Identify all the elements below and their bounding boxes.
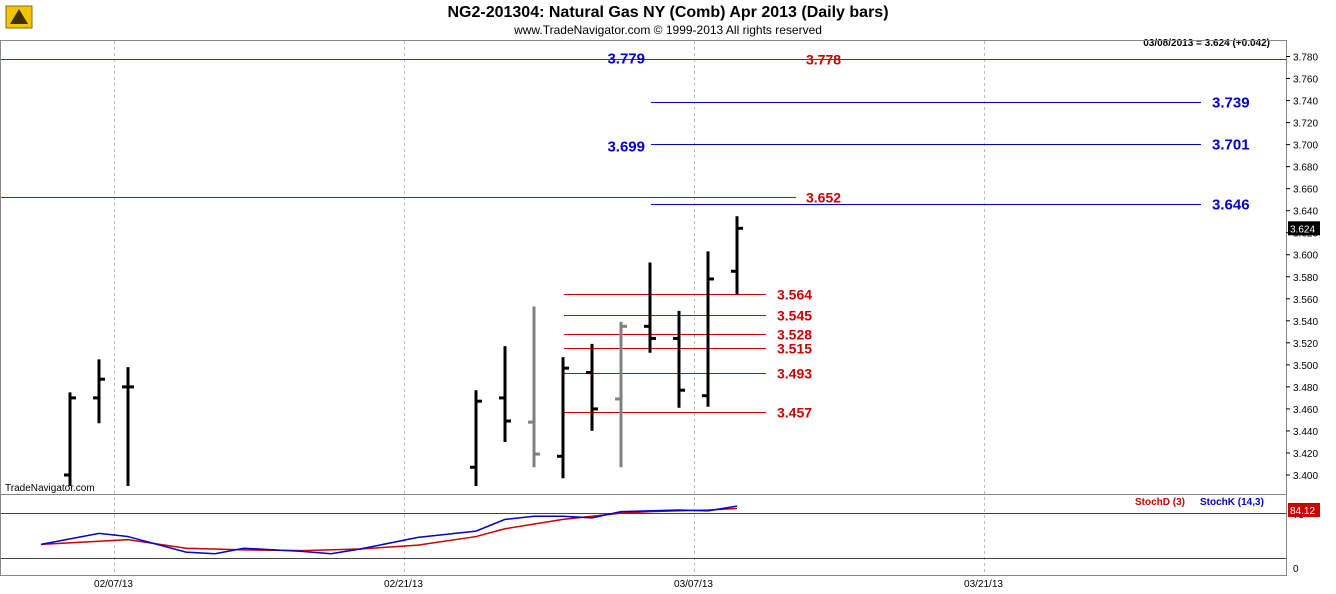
date-label-2: 03/07/13 (674, 579, 713, 590)
stoch-panel (0, 494, 1287, 576)
logo-icon[interactable] (5, 5, 33, 29)
date-label-0: 02/07/13 (94, 579, 133, 590)
price-tick-label-9: 3.600 (1293, 251, 1318, 262)
level-label-3.701: 3.701 (1212, 137, 1250, 154)
level-label-3.646: 3.646 (1212, 197, 1250, 214)
level-label-3.457: 3.457 (777, 405, 812, 421)
ohlc-bars (64, 216, 743, 486)
level-lines: 3.778 3.779 3.739 3.701 3.699 3.652 3.646 3.564… (1, 51, 1286, 421)
ohlc-bar-8 (615, 321, 627, 468)
copyright-text: www.TradeNavigator.com © 1999-2013 All r… (513, 23, 822, 37)
level-label-3.564: 3.564 (777, 287, 812, 303)
ohlc-bar-2 (122, 367, 134, 486)
level-label-3.778: 3.778 (806, 52, 841, 68)
price-tick-label-2: 3.740 (1293, 97, 1318, 108)
watermark-text: TradeNavigator.com (5, 483, 95, 494)
price-info: 03/08/2013 = 3.624 (+0.042) (1143, 38, 1270, 49)
chart-title: NG2-201304: Natural Gas NY (Comb) Apr 20… (447, 4, 888, 21)
date-axis: 02/07/13 02/21/13 03/07/13 03/21/13 (94, 579, 1003, 590)
level-label-3.779: 3.779 (607, 51, 645, 68)
last-price-label: 3.624 (1290, 224, 1315, 235)
ohlc-bar-3 (470, 390, 482, 486)
ohlc-bar-10 (673, 310, 685, 408)
price-tick-label-17: 3.440 (1293, 427, 1318, 438)
ohlc-bar-9 (644, 262, 656, 353)
level-label-3.652: 3.652 (806, 190, 841, 206)
last-price-box (1288, 221, 1320, 236)
price-tick-label-14: 3.500 (1293, 361, 1318, 372)
ohlc-bar-4 (499, 346, 511, 442)
price-tick-label-3: 3.720 (1293, 119, 1318, 130)
ohlc-bar-6 (557, 357, 569, 479)
legend-stochk: StochK (14,3) (1200, 497, 1264, 508)
price-tick-label-6: 3.660 (1293, 185, 1318, 196)
stoch-last-box (1288, 503, 1320, 517)
price-tick-label-4: 3.700 (1293, 141, 1318, 152)
price-tick-label-7: 3.640 (1293, 207, 1318, 218)
price-tick-label-5: 3.680 (1293, 163, 1318, 174)
price-tick-label-13: 3.520 (1293, 339, 1318, 350)
level-label-3.545: 3.545 (777, 308, 812, 324)
level-label-3.739: 3.739 (1212, 95, 1250, 112)
level-label-3.528: 3.528 (777, 327, 812, 343)
ohlc-bar-7 (586, 343, 598, 431)
ohlc-bar-1 (93, 359, 105, 424)
level-label-3.493: 3.493 (777, 366, 812, 382)
price-tick-label-1: 3.760 (1293, 75, 1318, 86)
price-tick-label-11: 3.560 (1293, 295, 1318, 306)
price-tick-label-0: 3.780 (1293, 53, 1318, 64)
stoch-last-label: 84.12 (1290, 506, 1315, 517)
grid-lines (1, 41, 1286, 575)
date-label-1: 02/21/13 (384, 579, 423, 590)
price-tick-label-18: 3.420 (1293, 449, 1318, 460)
ohlc-bar-5 (528, 306, 540, 468)
stochastic-lines (40, 505, 738, 555)
ohlc-bar-0 (64, 392, 76, 486)
stoch-series-1 (40, 505, 738, 555)
stoch-series-0 (40, 507, 738, 552)
price-tick-label-16: 3.460 (1293, 405, 1318, 416)
price-tick-label-19: 3.400 (1293, 471, 1318, 482)
ohlc-bar-12 (731, 216, 743, 295)
ohlc-bar-11 (702, 251, 714, 407)
stoch-tick-label-1: 0 (1293, 564, 1299, 575)
date-label-3: 03/21/13 (964, 579, 1003, 590)
price-tick-label-15: 3.480 (1293, 383, 1318, 394)
price-tick-label-10: 3.580 (1293, 273, 1318, 284)
level-label-3.699: 3.699 (607, 139, 645, 156)
price-tick-label-12: 3.540 (1293, 317, 1318, 328)
level-label-3.515: 3.515 (777, 341, 812, 357)
legend-stochd: StochD (3) (1135, 497, 1185, 508)
price-axis: 3.780 3.760 3.740 3.720 3.700 3.680 3.660 3.640… (1286, 53, 1320, 575)
